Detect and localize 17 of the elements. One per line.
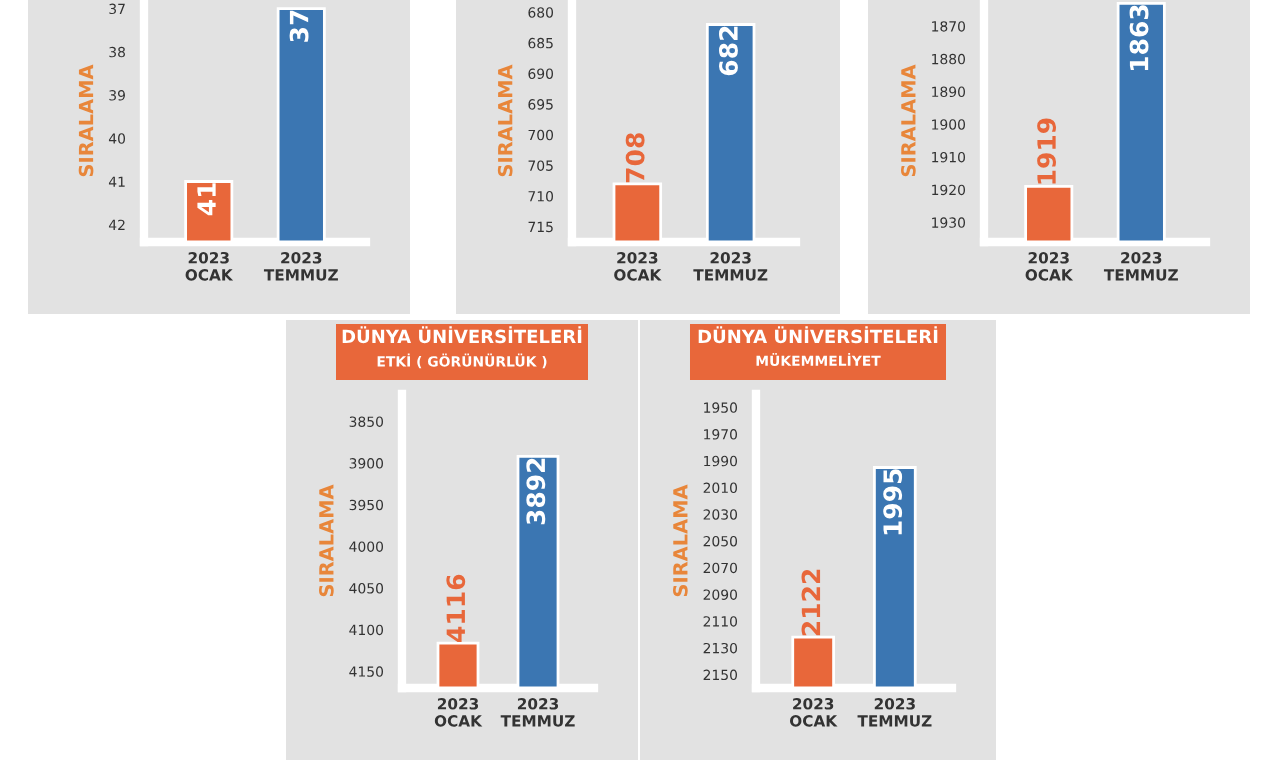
data-label: 1919 — [1037, 118, 1056, 184]
chart-title: DÜNYA ÜNİVERSİTELERİ — [698, 326, 938, 344]
data-label: 4116 — [446, 574, 466, 642]
y-axis-title: SIRALAMA — [673, 484, 688, 597]
data-label: 41 — [197, 183, 216, 216]
data-label: 3892 — [526, 458, 546, 525]
y-axis-title: SIRALAMA — [78, 64, 94, 177]
data-label: 1863 — [1129, 5, 1149, 71]
y-axis-title: SIRALAMA — [319, 484, 334, 597]
data-label: 682 — [719, 26, 738, 76]
data-label: 708 — [625, 133, 645, 183]
data-label: 37 — [289, 10, 309, 42]
y-axis-title: SIRALAMA — [901, 64, 916, 177]
y-axis-title: SIRALAMA — [497, 64, 513, 177]
data-label: 2122 — [801, 569, 821, 636]
chart-title: DÜNYA ÜNİVERSİTELERİ — [342, 326, 582, 344]
data-label: 1995 — [883, 469, 903, 535]
